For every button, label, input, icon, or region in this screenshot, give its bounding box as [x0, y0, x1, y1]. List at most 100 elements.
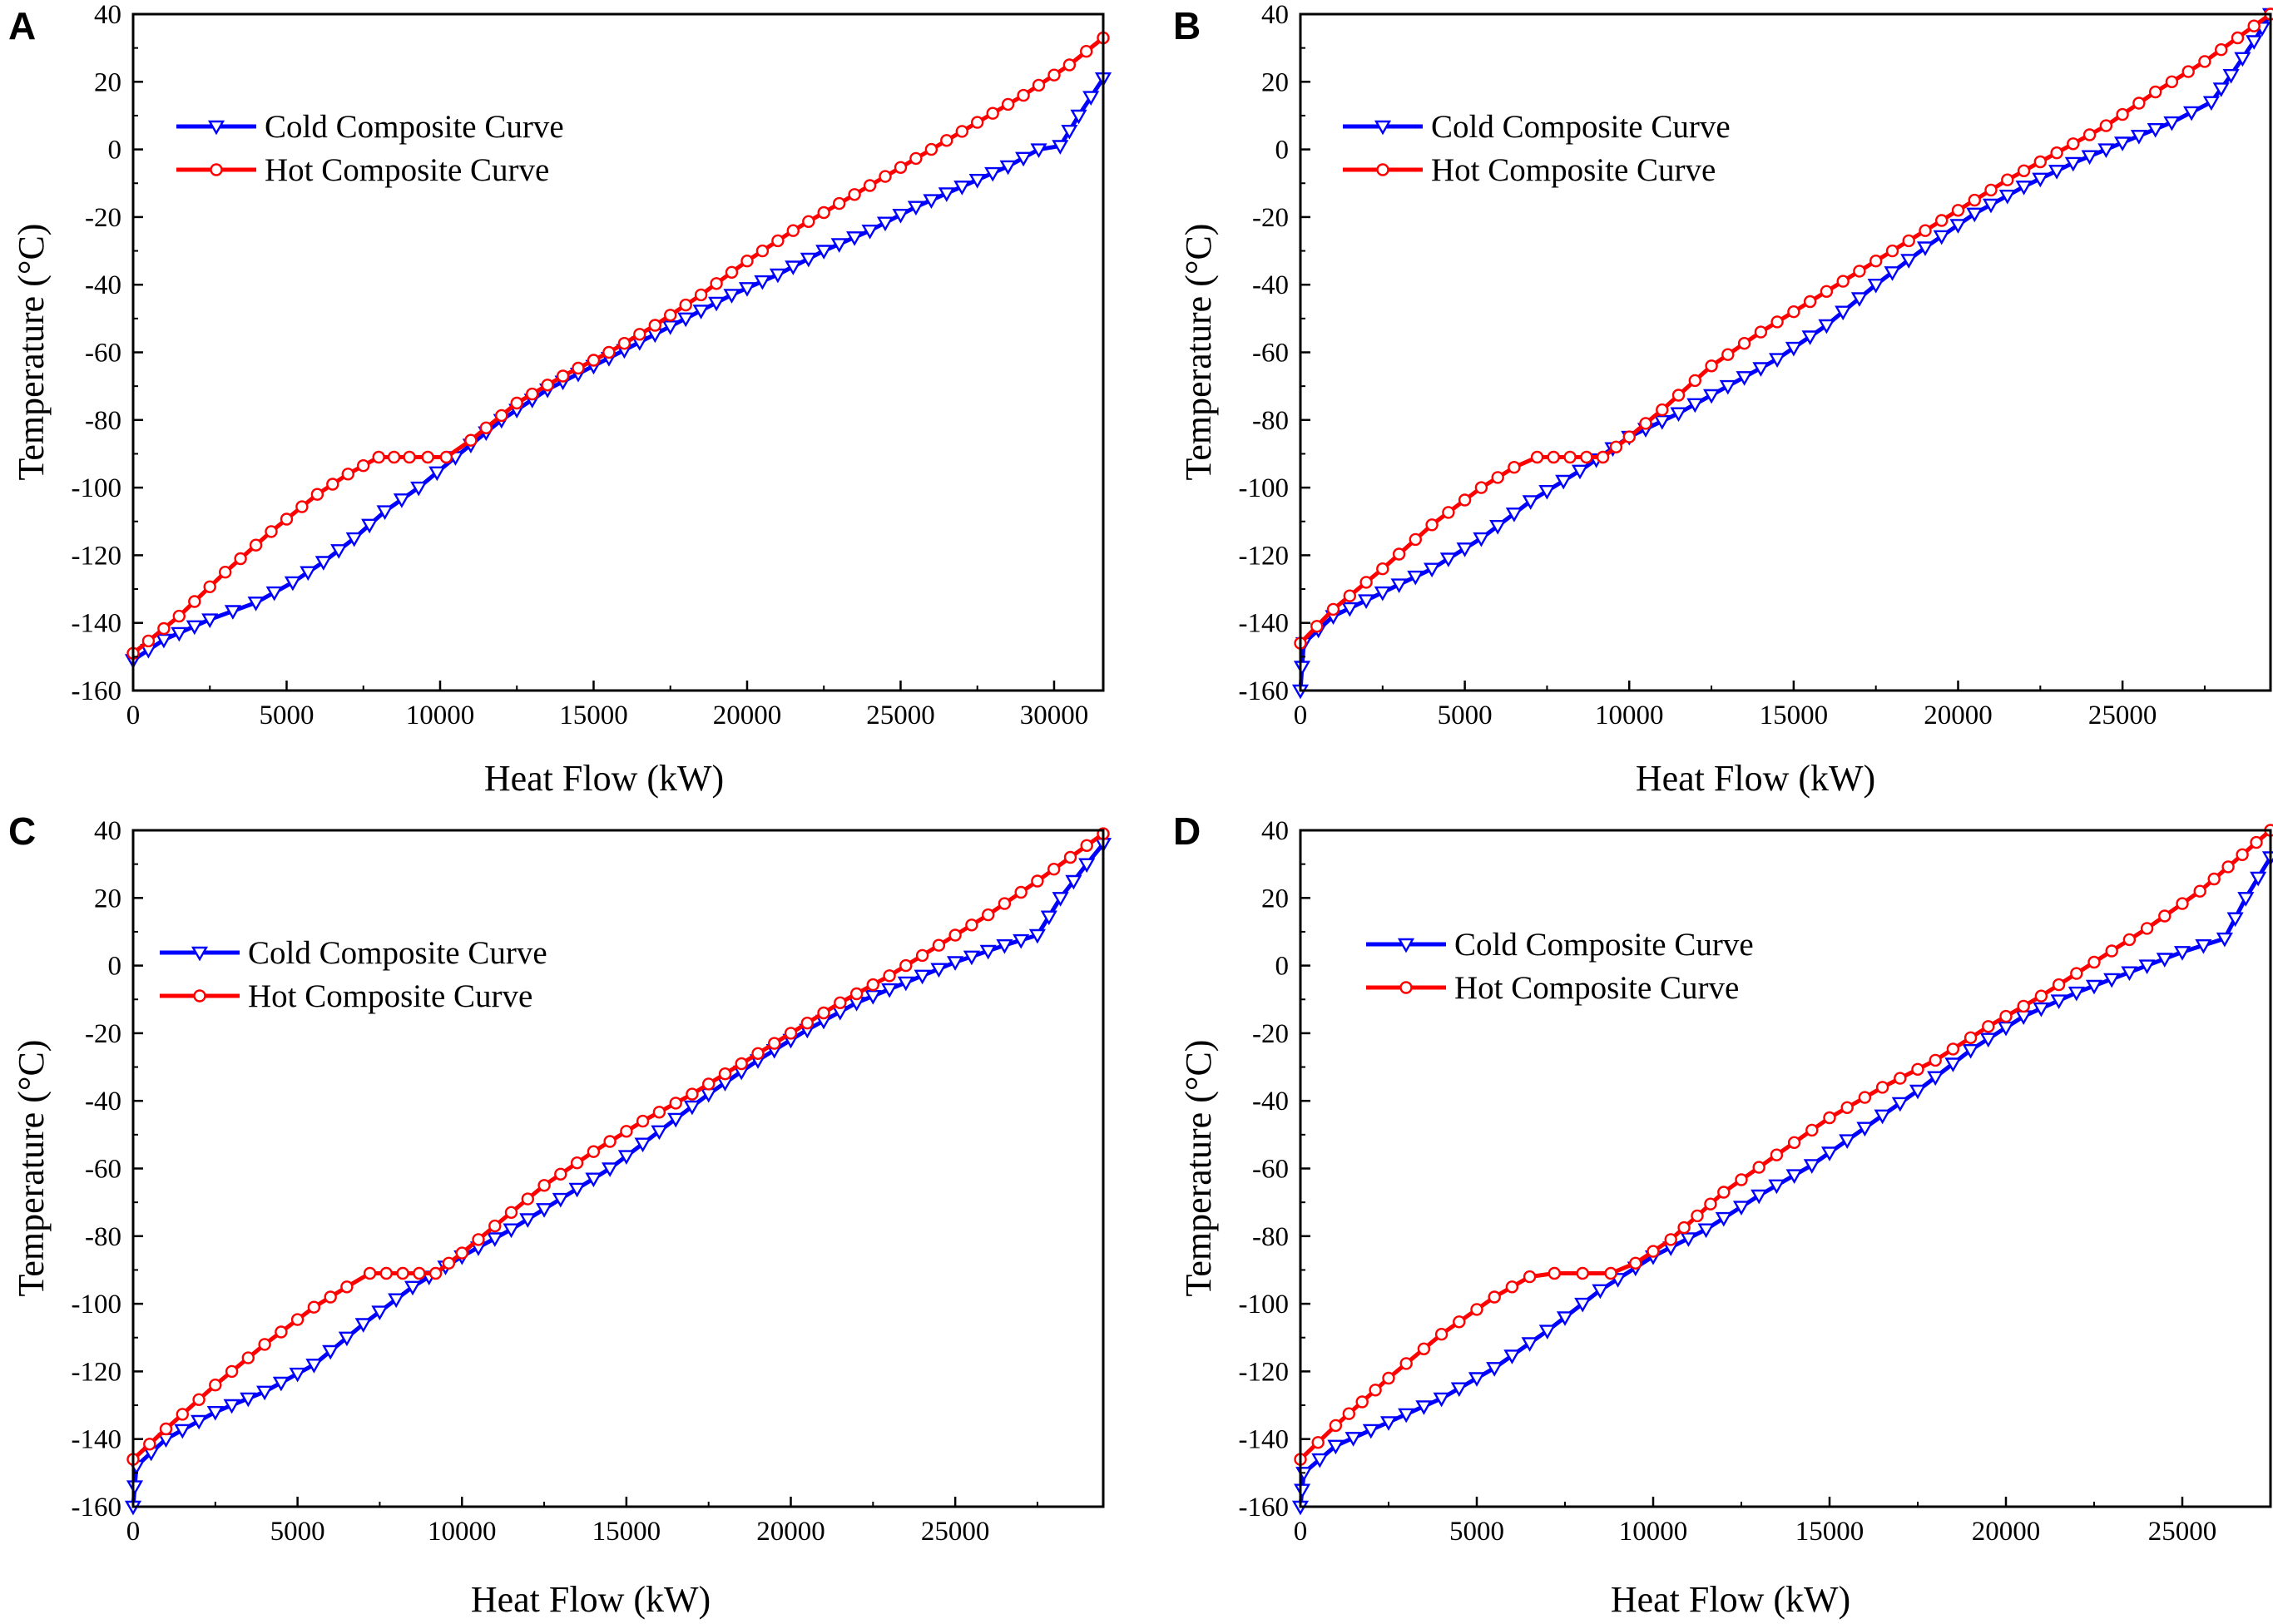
data-point — [2015, 181, 2033, 196]
data-point — [1894, 1072, 1907, 1085]
data-point — [883, 969, 896, 983]
data-point — [587, 354, 601, 367]
data-point — [1458, 493, 1472, 507]
y-tick-label: -60 — [1252, 339, 1289, 369]
data-point — [899, 958, 913, 973]
data-point — [708, 296, 725, 312]
data-point — [602, 345, 616, 359]
data-point — [1867, 279, 1884, 294]
y-tick-label: -100 — [72, 1290, 122, 1320]
data-point — [1407, 570, 1424, 586]
data-point — [157, 621, 171, 636]
data-point — [1399, 1357, 1413, 1370]
data-point — [979, 944, 997, 960]
data-point — [442, 1256, 456, 1270]
data-point — [1820, 1146, 1839, 1161]
data-point — [907, 201, 924, 216]
data-point — [1962, 1043, 1979, 1059]
plot-frame — [1299, 829, 2272, 1508]
y-tick-label: -60 — [1252, 1155, 1289, 1185]
data-point — [1063, 850, 1077, 864]
data-point — [1489, 520, 1507, 535]
data-point — [455, 1246, 468, 1260]
legend-marker — [193, 989, 206, 1003]
data-point — [209, 1378, 222, 1392]
x-axis-title: Heat Flow (kW) — [484, 758, 724, 799]
data-point — [2105, 944, 2118, 958]
data-point — [2216, 932, 2233, 948]
data-point — [702, 1077, 716, 1091]
data-point — [1639, 417, 1652, 430]
data-point — [1530, 450, 1544, 464]
data-point — [2122, 933, 2137, 947]
series-line — [1299, 829, 2272, 1461]
data-point — [171, 626, 188, 642]
data-point — [1327, 1439, 1344, 1455]
y-tick-label: -80 — [85, 406, 121, 436]
data-point — [1785, 341, 1802, 357]
data-point — [1473, 532, 1490, 547]
data-point — [272, 1376, 290, 1392]
data-point — [241, 1351, 255, 1364]
data-point — [2158, 909, 2171, 923]
data-point — [879, 170, 892, 183]
data-point — [1311, 1453, 1329, 1468]
data-point — [2085, 979, 2103, 995]
chart-panel-d: D 0 5000 10000 15000 20000 25000 -160 -140 -120 -1… — [1173, 810, 2273, 1620]
data-point — [1580, 450, 1593, 464]
data-point — [915, 948, 929, 963]
data-point — [1803, 295, 1817, 309]
data-point — [413, 1266, 426, 1280]
data-point — [552, 1192, 569, 1208]
series-hot — [1294, 7, 2273, 650]
data-point — [1803, 1159, 1820, 1174]
data-point — [326, 478, 339, 491]
data-point — [1596, 450, 1610, 464]
data-point — [340, 1280, 354, 1294]
y-tick-label: 0 — [108, 136, 122, 166]
data-point — [510, 396, 523, 410]
data-point — [755, 244, 770, 258]
data-point — [541, 379, 554, 392]
data-point — [2234, 52, 2251, 67]
data-point — [1736, 371, 1753, 386]
legend-marker — [1399, 981, 1413, 994]
data-point — [1680, 1232, 1697, 1247]
data-point — [1656, 403, 1669, 417]
data-point — [1686, 398, 1704, 413]
data-point — [1522, 495, 1539, 510]
y-tick-label: -160 — [1239, 1493, 1290, 1522]
data-point — [1592, 1284, 1609, 1300]
data-point — [909, 151, 923, 166]
data-point — [410, 481, 428, 497]
data-point — [256, 1385, 274, 1401]
data-point — [1884, 266, 1901, 281]
data-point — [1398, 1408, 1415, 1423]
data-point — [802, 215, 815, 228]
data-point — [1801, 330, 1819, 345]
data-point — [1715, 1211, 1732, 1227]
panel-letter: C — [8, 810, 36, 853]
data-point — [1933, 230, 1950, 245]
x-tick-label: 20000 — [756, 1517, 825, 1547]
data-point — [634, 1137, 651, 1153]
data-point — [1014, 885, 1028, 899]
data-point — [986, 106, 999, 120]
data-point — [834, 996, 847, 1010]
data-point — [947, 956, 964, 971]
data-point — [295, 500, 309, 513]
data-point — [833, 196, 846, 210]
data-point — [1891, 1097, 1909, 1112]
data-point — [289, 1367, 306, 1383]
data-point — [1382, 1371, 1395, 1385]
data-point — [1885, 244, 1899, 258]
data-point — [1874, 1109, 1891, 1125]
x-tick-label: 15000 — [592, 1517, 661, 1547]
legend: Cold Composite Curve Hot Composite Curve — [160, 935, 547, 1014]
legend-label-cold: Cold Composite Curve — [1431, 109, 1731, 145]
data-point — [258, 1338, 271, 1351]
data-point — [1415, 1400, 1433, 1415]
y-tick-label: -80 — [1252, 406, 1289, 436]
data-point — [1835, 305, 1852, 321]
data-point — [1951, 204, 1965, 217]
